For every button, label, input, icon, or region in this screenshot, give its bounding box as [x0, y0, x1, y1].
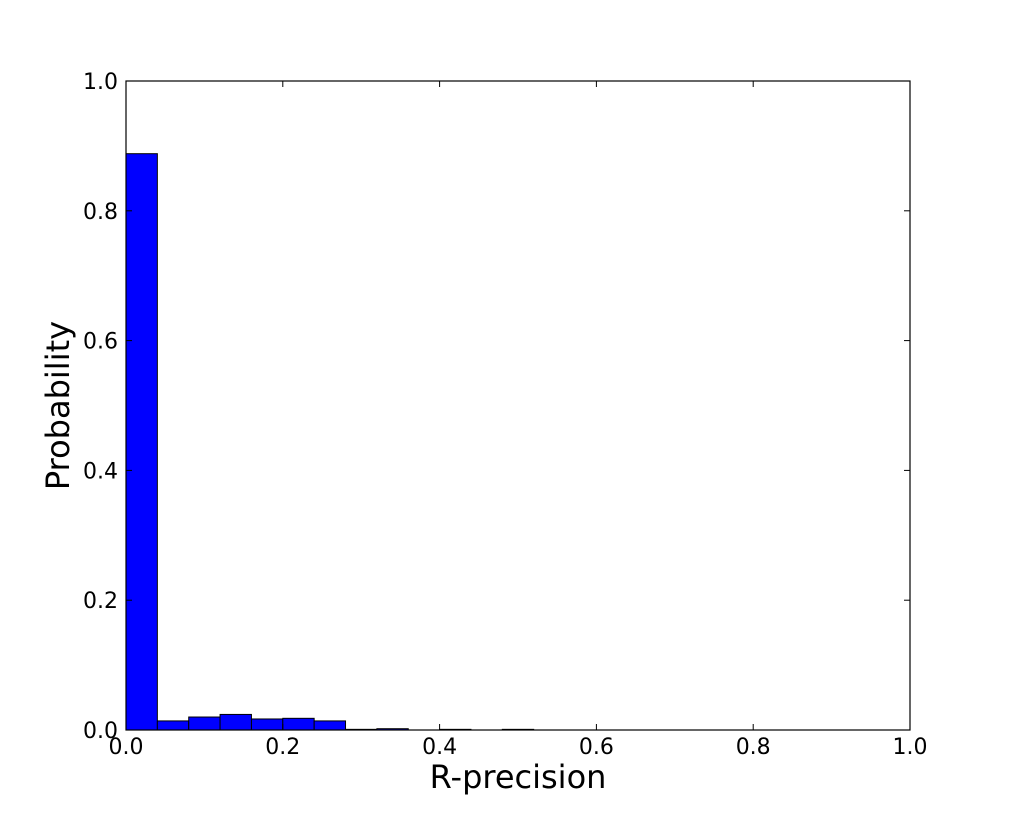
y-axis-label: Probability [39, 321, 77, 490]
histogram-bar [250, 718, 284, 731]
x-tick-label: 0.0 [109, 735, 144, 760]
x-tick-label: 0.8 [736, 735, 771, 760]
y-tick-label: 0.0 [83, 719, 118, 744]
histogram-bar [282, 717, 315, 731]
histogram-bar [188, 716, 221, 731]
x-tick-label: 0.4 [422, 735, 457, 760]
x-tick-label: 1.0 [893, 735, 928, 760]
y-tick-label: 0.8 [83, 200, 118, 225]
y-tick-label: 0.4 [83, 459, 118, 484]
x-tick-label: 0.6 [579, 735, 614, 760]
plot-frame [125, 80, 911, 731]
histogram-bar [313, 720, 347, 731]
ticks-layer [125, 80, 911, 731]
y-tick-label: 0.2 [83, 589, 118, 614]
x-axis-label: R-precision [430, 758, 607, 796]
tick-labels-layer: 0.0 0.2 0.4 0.6 0.8 1.0 0.0 0.2 0.4 0.6 0.8 1.0 [83, 70, 928, 760]
y-tick-label: 1.0 [83, 70, 118, 95]
histogram-bar [125, 153, 158, 731]
histogram-bar [219, 713, 252, 731]
y-tick-label: 0.6 [83, 330, 118, 355]
x-tick-label: 0.2 [265, 735, 300, 760]
histogram-bar [156, 720, 190, 731]
bars-layer [125, 153, 535, 731]
